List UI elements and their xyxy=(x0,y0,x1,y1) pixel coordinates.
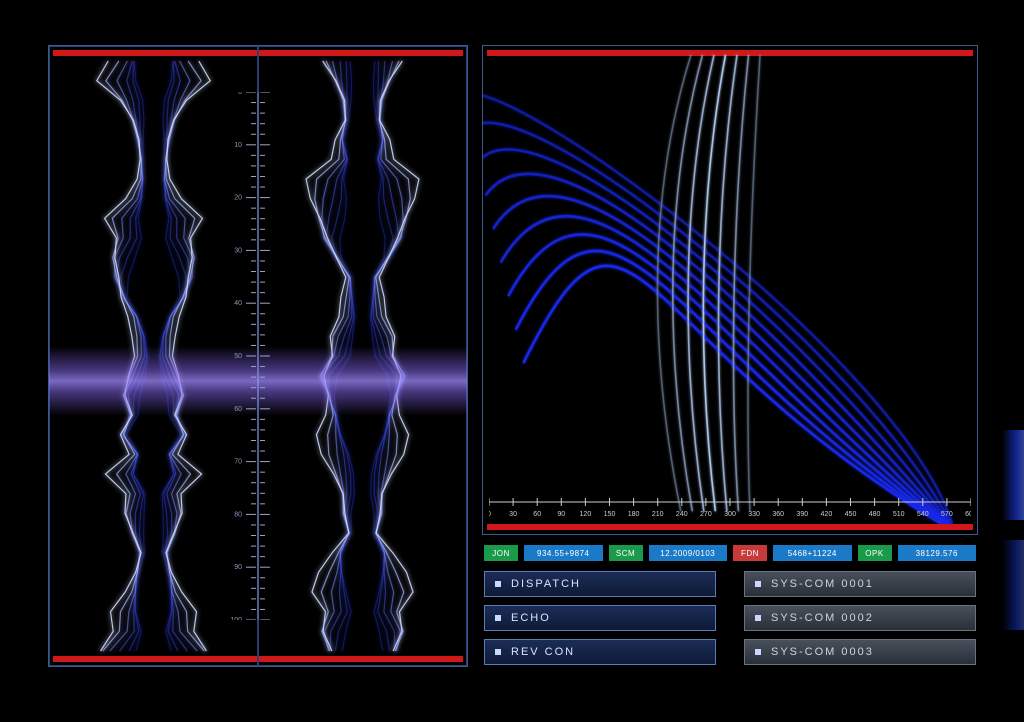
waveform-svg-left xyxy=(50,47,257,665)
hud-button-sys-com-0002[interactable]: SYS-COM 0002 xyxy=(744,605,976,631)
svg-text:600: 600 xyxy=(965,511,971,518)
svg-text:0: 0 xyxy=(489,511,491,518)
hud-button-sys-com-0003[interactable]: SYS-COM 0003 xyxy=(744,639,976,665)
svg-text:450: 450 xyxy=(845,511,857,518)
accent-bar-bottom xyxy=(487,524,973,530)
hud-button-echo[interactable]: ECHO xyxy=(484,605,716,631)
button-label: DISPATCH xyxy=(511,578,581,590)
status-chip-key: OPK xyxy=(858,545,892,561)
waveform-panel: 0102030405060708090100 xyxy=(48,45,468,667)
status-chip-value: 38129.576 xyxy=(898,545,977,561)
svg-text:180: 180 xyxy=(628,511,640,518)
svg-text:390: 390 xyxy=(796,511,808,518)
svg-text:300: 300 xyxy=(724,511,736,518)
button-label: ECHO xyxy=(511,612,551,624)
svg-text:210: 210 xyxy=(652,511,664,518)
svg-text:540: 540 xyxy=(917,511,929,518)
status-chip-value: 5468+11224 xyxy=(773,545,852,561)
status-chip-value: 12.2009/0103 xyxy=(649,545,728,561)
svg-text:90: 90 xyxy=(557,511,565,518)
hud-button-sys-com-0001[interactable]: SYS-COM 0001 xyxy=(744,571,976,597)
waveform-pane-right xyxy=(258,46,467,666)
svg-text:270: 270 xyxy=(700,511,712,518)
svg-text:30: 30 xyxy=(509,511,517,518)
horizontal-ruler: 0 30 60 90 120 150 180 210 240 270 300 330 360 390 420… xyxy=(489,498,971,520)
svg-text:420: 420 xyxy=(821,511,833,518)
button-label: SYS-COM 0002 xyxy=(771,612,874,624)
hud-button-dispatch[interactable]: DISPATCH xyxy=(484,571,716,597)
status-chip-value: 934.55+9874 xyxy=(524,545,603,561)
svg-text:330: 330 xyxy=(748,511,760,518)
svg-text:240: 240 xyxy=(676,511,688,518)
svg-text:120: 120 xyxy=(580,511,592,518)
svg-text:480: 480 xyxy=(869,511,881,518)
hud-frame: 0102030405060708090100 0 30 60 90 120 150 180 2… xyxy=(48,45,978,667)
hruler-svg: 0 30 60 90 120 150 180 210 240 270 300 330 360 390 420… xyxy=(489,498,971,520)
hud-button-rev-con[interactable]: REV CON xyxy=(484,639,716,665)
svg-text:150: 150 xyxy=(604,511,616,518)
button-label: SYS-COM 0003 xyxy=(771,646,874,658)
decoration-right xyxy=(984,0,1024,722)
svg-text:360: 360 xyxy=(772,511,784,518)
curve-panel: 0 30 60 90 120 150 180 210 240 270 300 330 360 390 420… xyxy=(482,45,978,535)
status-chip-key: FDN xyxy=(733,545,767,561)
status-chip-key: SCM xyxy=(609,545,643,561)
right-column: 0 30 60 90 120 150 180 210 240 270 300 330 360 390 420… xyxy=(482,45,978,667)
status-chip-row: JON 934.55+9874 SCM 12.2009/0103 FDN 5468+112… xyxy=(482,545,978,561)
waveform-pane-left xyxy=(49,46,258,666)
curve-svg xyxy=(483,46,977,534)
svg-text:510: 510 xyxy=(893,511,905,518)
waveform-svg-right xyxy=(259,47,466,665)
button-label: REV CON xyxy=(511,646,575,658)
status-chip-key: JON xyxy=(484,545,518,561)
button-label: SYS-COM 0001 xyxy=(771,578,874,590)
svg-text:60: 60 xyxy=(533,511,541,518)
button-grid: DISPATCH SYS-COM 0001 ECHO SYS-COM 0002 REV … xyxy=(482,571,978,667)
svg-text:570: 570 xyxy=(941,511,953,518)
